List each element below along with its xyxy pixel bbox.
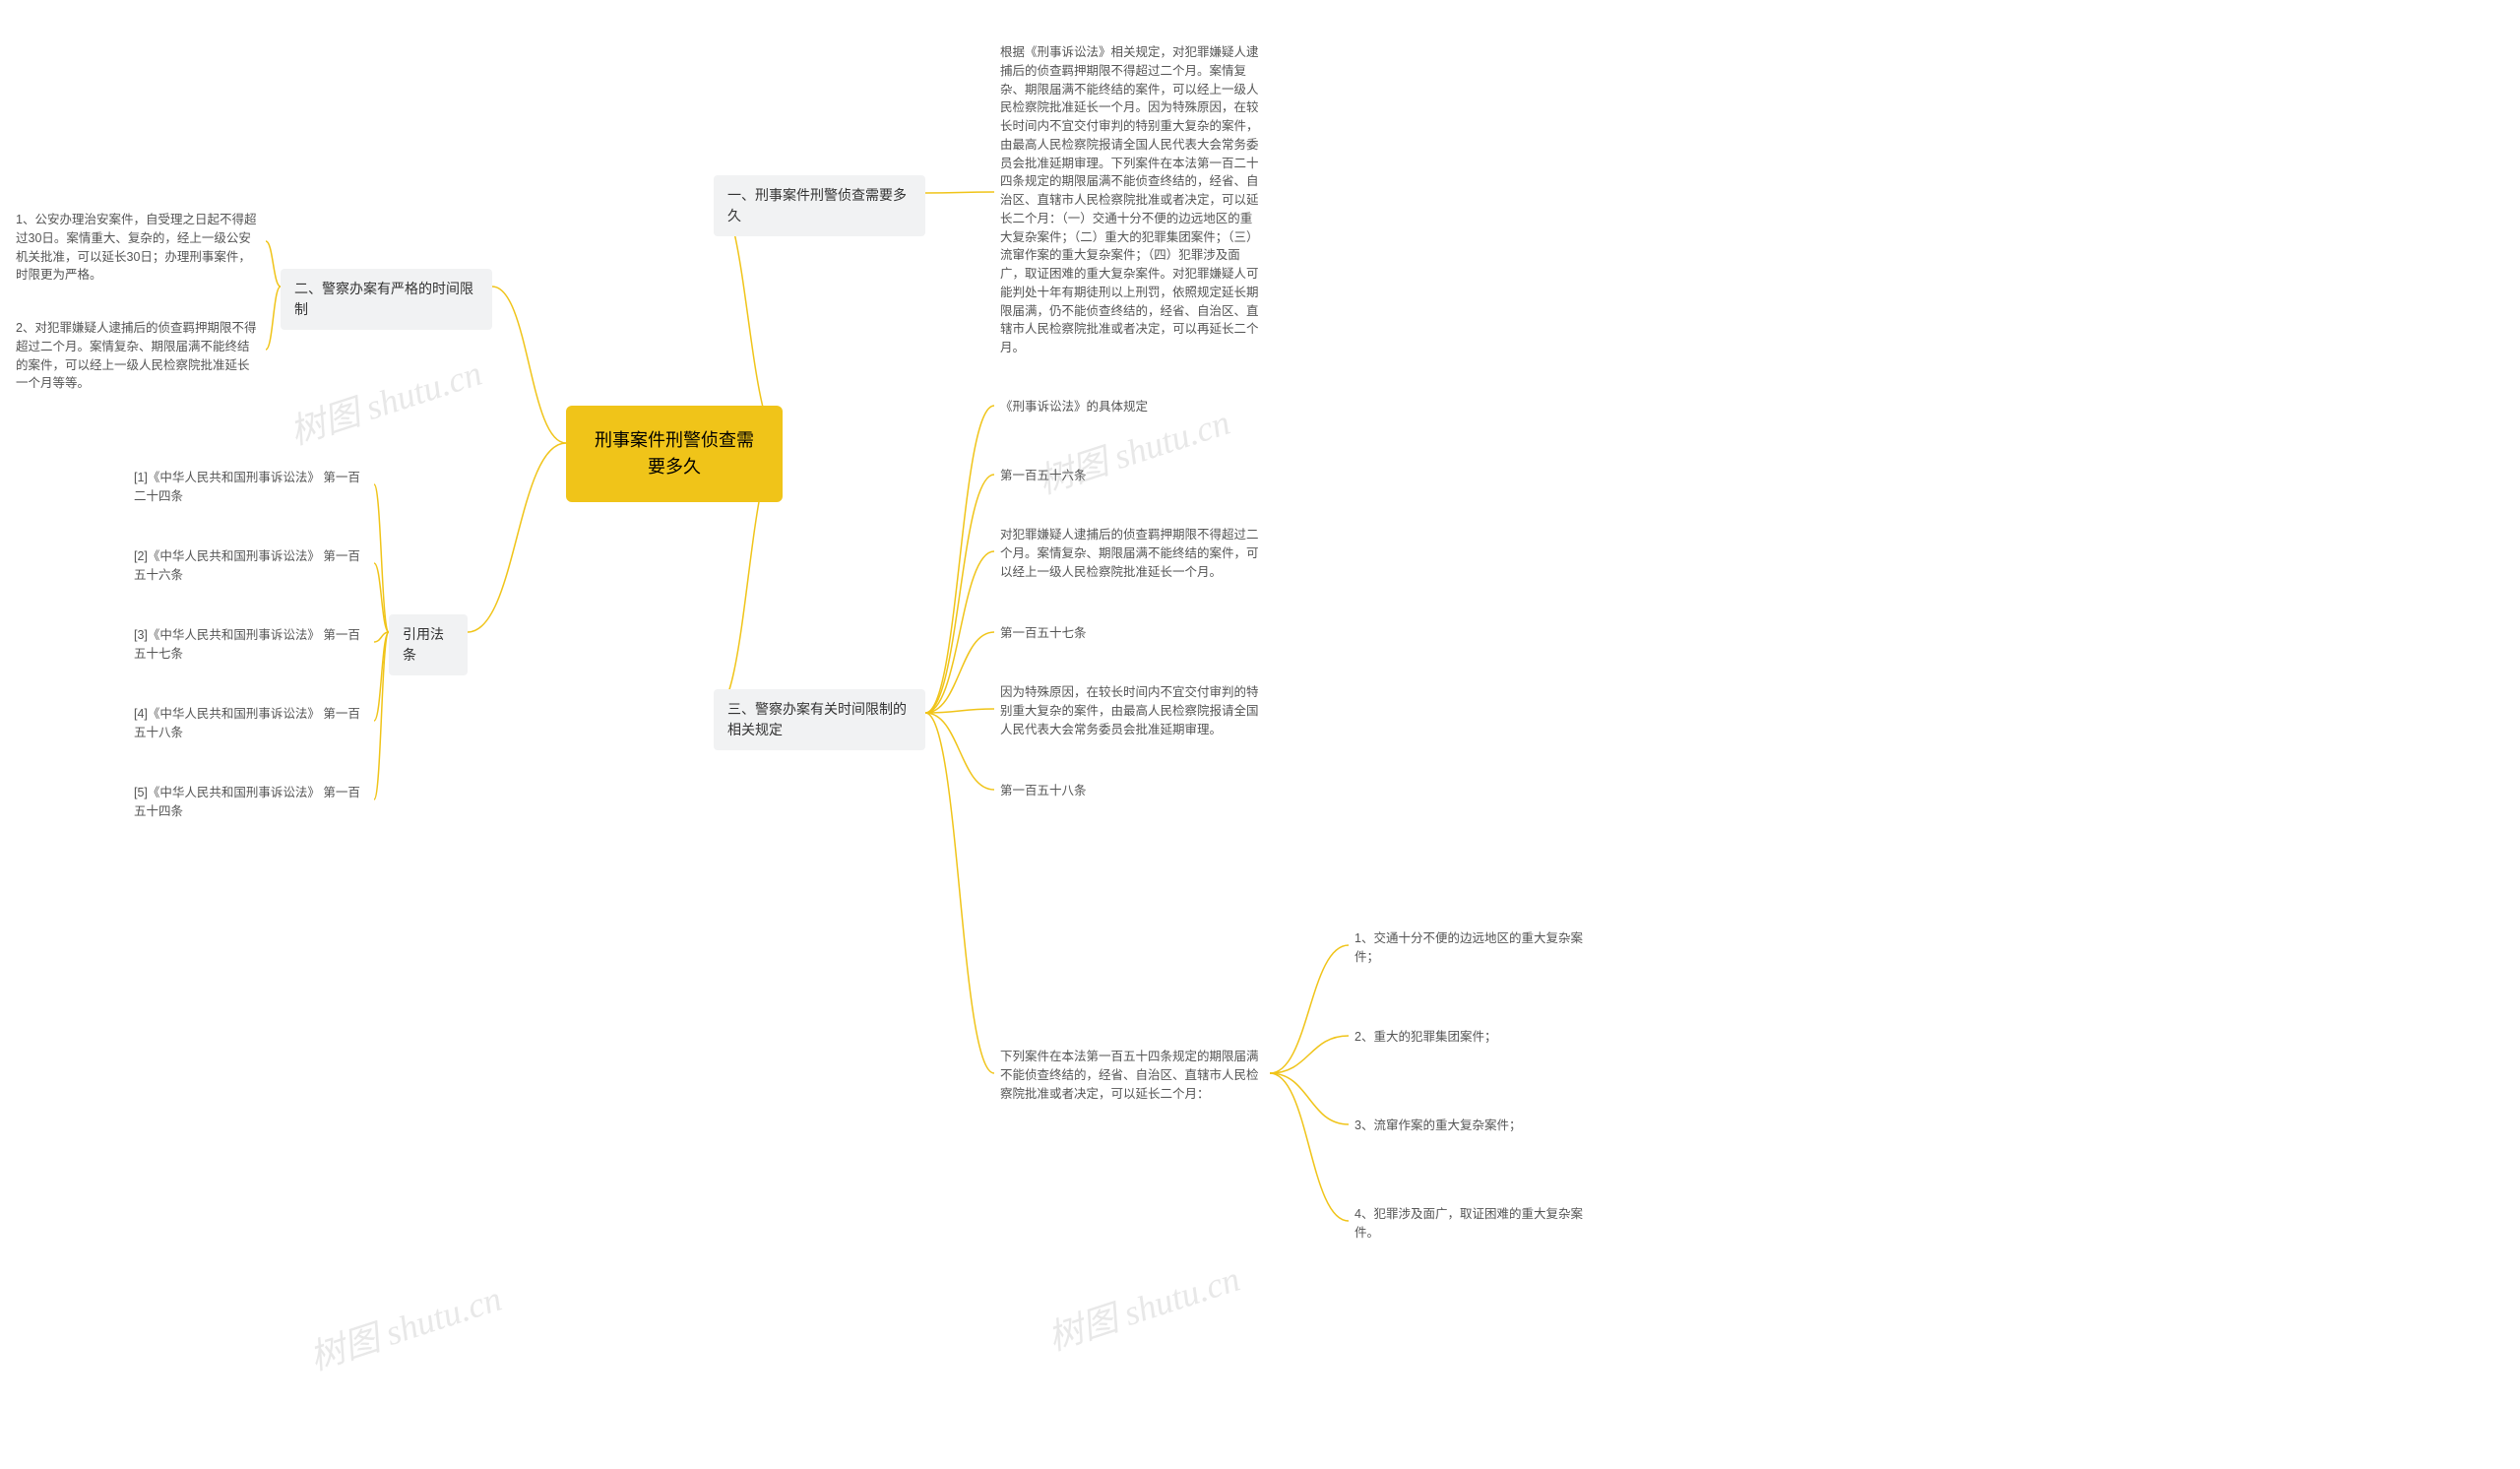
leaf-node: 2、对犯罪嫌疑人逮捕后的侦查羁押期限不得超过二个月。案情复杂、期限届满不能终结的… (10, 315, 266, 397)
watermark: 树图 shutu.cn (283, 345, 487, 455)
branch-node-l4[interactable]: 引用法条 (389, 614, 468, 675)
root-node[interactable]: 刑事案件刑警侦查需要多久 (566, 406, 783, 502)
leaf-node: 4、犯罪涉及面广，取证困难的重大复杂案件。 (1349, 1201, 1595, 1246)
leaf-node: [3]《中华人民共和国刑事诉讼法》 第一百五十七条 (128, 622, 374, 668)
watermark: 树图 shutu.cn (302, 1270, 507, 1380)
branch-node-l2[interactable]: 二、警察办案有严格的时间限制 (281, 269, 492, 330)
leaf-node: [2]《中华人民共和国刑事诉讼法》 第一百五十六条 (128, 543, 374, 589)
leaf-node: 因为特殊原因，在较长时间内不宜交付审判的特别重大复杂的案件，由最高人民检察院报请… (994, 679, 1270, 742)
leaf-node: 对犯罪嫌疑人逮捕后的侦查羁押期限不得超过二个月。案情复杂、期限届满不能终结的案件… (994, 522, 1270, 585)
leaf-node: 2、重大的犯罪集团案件； (1349, 1024, 1595, 1051)
mindmap-canvas: 树图 shutu.cn 树图 shutu.cn 树图 shutu.cn 树图 s… (0, 0, 2520, 1469)
leaf-node: 1、交通十分不便的边远地区的重大复杂案件； (1349, 926, 1595, 971)
leaf-node: 1、公安办理治安案件，自受理之日起不得超过30日。案情重大、复杂的，经上一级公安… (10, 207, 266, 288)
leaf-node: 第一百五十六条 (994, 463, 1250, 489)
leaf-node: 第一百五十七条 (994, 620, 1250, 647)
leaf-node: [1]《中华人民共和国刑事诉讼法》 第一百二十四条 (128, 465, 374, 510)
leaf-node: 3、流窜作案的重大复杂案件； (1349, 1113, 1595, 1139)
leaf-node: 根据《刑事诉讼法》相关规定，对犯罪嫌疑人逮捕后的侦查羁押期限不得超过二个月。案情… (994, 39, 1270, 361)
leaf-node: 《刑事诉讼法》的具体规定 (994, 394, 1250, 420)
leaf-node: [5]《中华人民共和国刑事诉讼法》 第一百五十四条 (128, 780, 374, 825)
branch-node-r1[interactable]: 一、刑事案件刑警侦查需要多久 (714, 175, 925, 236)
branch-node-r3[interactable]: 三、警察办案有关时间限制的相关规定 (714, 689, 925, 750)
leaf-node: 第一百五十八条 (994, 778, 1250, 804)
watermark: 树图 shutu.cn (1040, 1250, 1245, 1361)
leaf-node: [4]《中华人民共和国刑事诉讼法》 第一百五十八条 (128, 701, 374, 746)
leaf-node: 下列案件在本法第一百五十四条规定的期限届满不能侦查终结的，经省、自治区、直辖市人… (994, 1044, 1270, 1107)
